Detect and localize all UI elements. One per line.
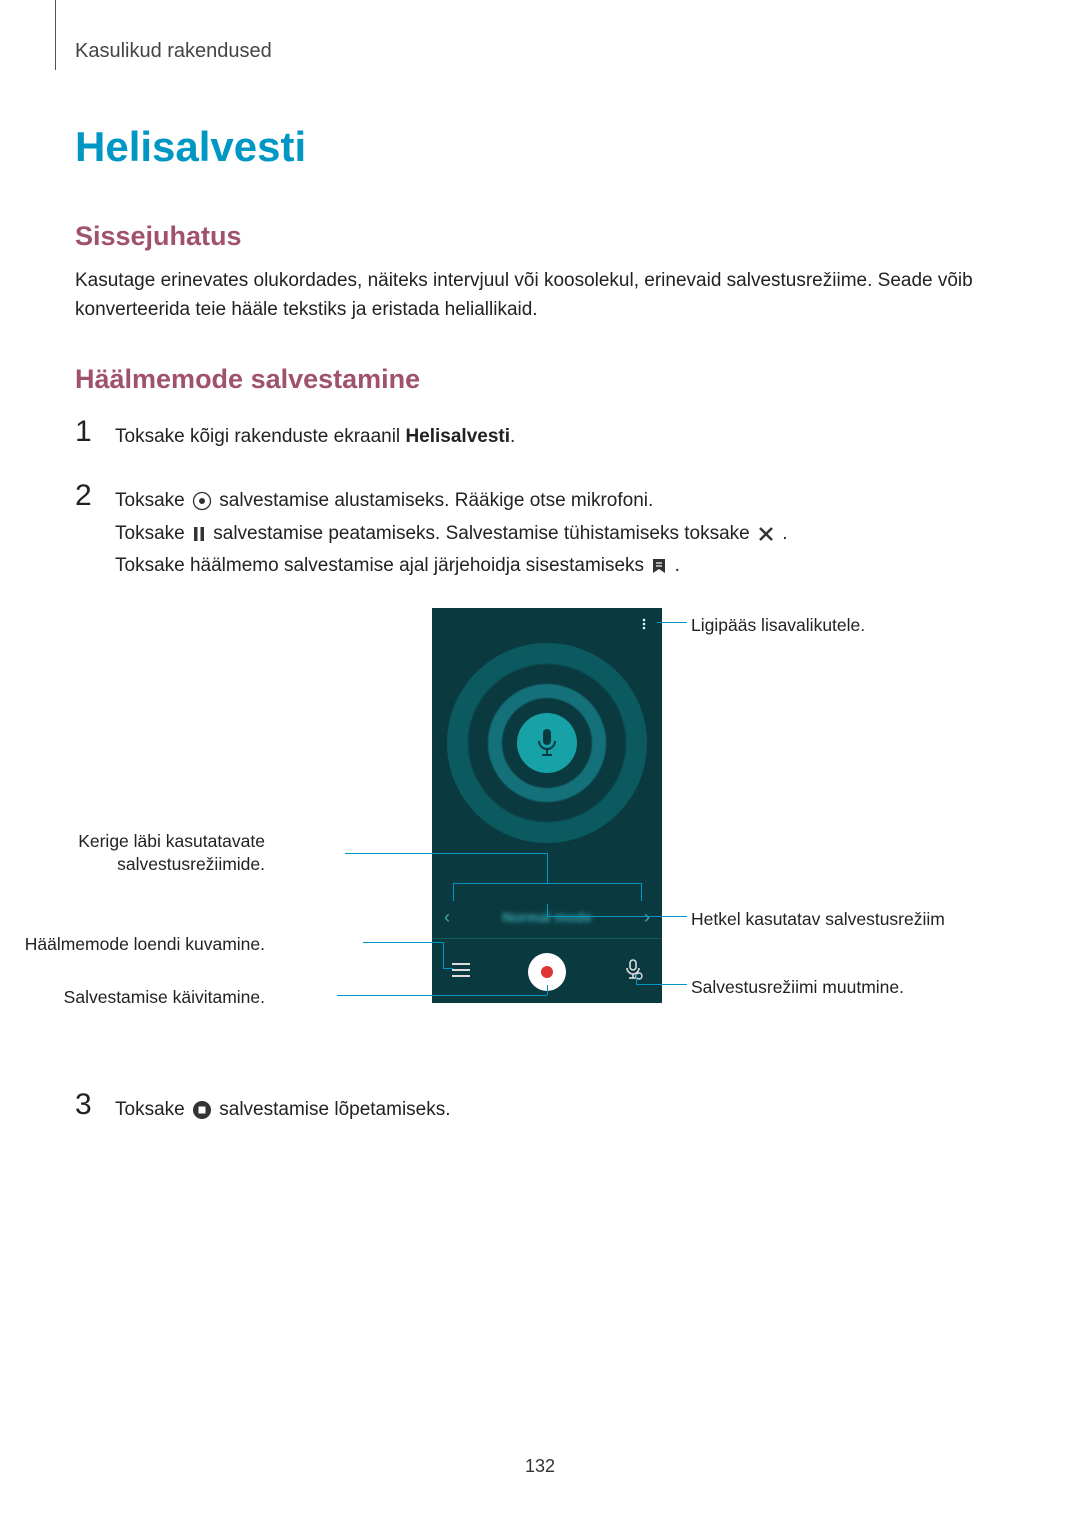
callout-scroll-modes: Kerige läbi kasutatavate salvestusrežiim… — [5, 830, 265, 876]
page-number: 132 — [525, 1456, 555, 1477]
bookmark-icon — [651, 557, 667, 575]
list-icon — [450, 961, 472, 984]
step-text: Toksake salvestamise alustamiseks. Rääki… — [115, 479, 788, 582]
callout-line — [547, 853, 548, 883]
steps-list: 1 Toksake kõigi rakenduste ekraanil Heli… — [75, 415, 1005, 582]
step-1: 1 Toksake kõigi rakenduste ekraanil Heli… — [75, 415, 1005, 453]
step-2: 2 Toksake salvestamise alustamiseks. Rää… — [75, 479, 1005, 582]
step2a-pre: Toksake — [115, 490, 190, 511]
callout-line — [636, 984, 687, 985]
callout-line — [337, 995, 547, 996]
step-text: Toksake kõigi rakenduste ekraanil Helisa… — [115, 415, 515, 453]
callout-line — [363, 942, 443, 943]
stop-icon — [192, 1100, 212, 1120]
step-number: 3 — [75, 1088, 115, 1122]
callout-line — [547, 985, 548, 995]
step3-post: salvestamise lõpetamiseks. — [219, 1099, 450, 1120]
callout-line — [641, 883, 642, 901]
intro-body: Kasutage erinevates olukordades, näiteks… — [75, 267, 1005, 324]
callout-line — [453, 883, 454, 901]
step-3: 3 Toksake salvestamise lõpetamiseks. — [75, 1088, 1005, 1126]
more-menu-icon — [636, 616, 652, 632]
phone-figure: ‹ Normal mode › Ligipääs lisavalikutele. — [75, 608, 1005, 1058]
callout-line — [443, 968, 453, 969]
record-circle-icon — [192, 491, 212, 511]
step2c-post: . — [675, 555, 680, 576]
step1-post: . — [510, 426, 515, 447]
step1-bold: Helisalvesti — [405, 426, 510, 447]
callout-line — [657, 622, 687, 623]
pause-icon — [192, 525, 206, 543]
callout-line — [345, 853, 432, 854]
callout-list: Häälmemode loendi kuvamine. — [5, 933, 265, 956]
callout-line — [636, 974, 637, 984]
callout-change-mode: Salvestusrežiimi muutmine. — [691, 976, 904, 999]
callout-line — [547, 916, 687, 917]
page-title: Helisalvesti — [75, 123, 1005, 171]
step-number: 2 — [75, 479, 115, 513]
callout-line — [443, 942, 444, 968]
callout-line — [453, 883, 641, 884]
steps-list-2: 3 Toksake salvestamise lõpetamiseks. — [75, 1088, 1005, 1126]
mode-change-icon — [622, 958, 644, 987]
chevron-right-icon: › — [644, 907, 650, 928]
divider-line — [432, 938, 662, 939]
callout-current-mode: Hetkel kasutatav salvestusrežiim — [691, 908, 945, 931]
section-heading-intro: Sissejuhatus — [75, 221, 1005, 252]
step2b-pre: Toksake — [115, 523, 190, 544]
mic-icon — [517, 713, 577, 773]
step2c-pre: Toksake häälmemo salvestamise ajal järje… — [115, 555, 649, 576]
close-x-icon — [757, 525, 775, 543]
chevron-left-icon: ‹ — [444, 907, 450, 928]
page-content: Kasulikud rakendused Helisalvesti Sissej… — [0, 0, 1080, 1126]
step2b-post: . — [782, 523, 787, 544]
callout-line — [547, 904, 548, 916]
step2a-post: salvestamise alustamiseks. Rääkige otse … — [219, 490, 653, 511]
phone-screen: ‹ Normal mode › — [432, 608, 662, 1003]
callout-more-options: Ligipääs lisavalikutele. — [691, 614, 865, 637]
breadcrumb: Kasulikud rakendused — [75, 40, 1005, 63]
margin-line — [55, 0, 56, 70]
section-heading-recording: Häälmemode salvestamine — [75, 364, 1005, 395]
step2b-mid: salvestamise peatamiseks. Salvestamise t… — [213, 523, 755, 544]
step3-pre: Toksake — [115, 1099, 190, 1120]
callout-line — [432, 853, 547, 854]
step-text: Toksake salvestamise lõpetamiseks. — [115, 1088, 451, 1126]
callout-start: Salvestamise käivitamine. — [5, 986, 265, 1009]
step1-pre: Toksake kõigi rakenduste ekraanil — [115, 426, 405, 447]
step-number: 1 — [75, 415, 115, 449]
